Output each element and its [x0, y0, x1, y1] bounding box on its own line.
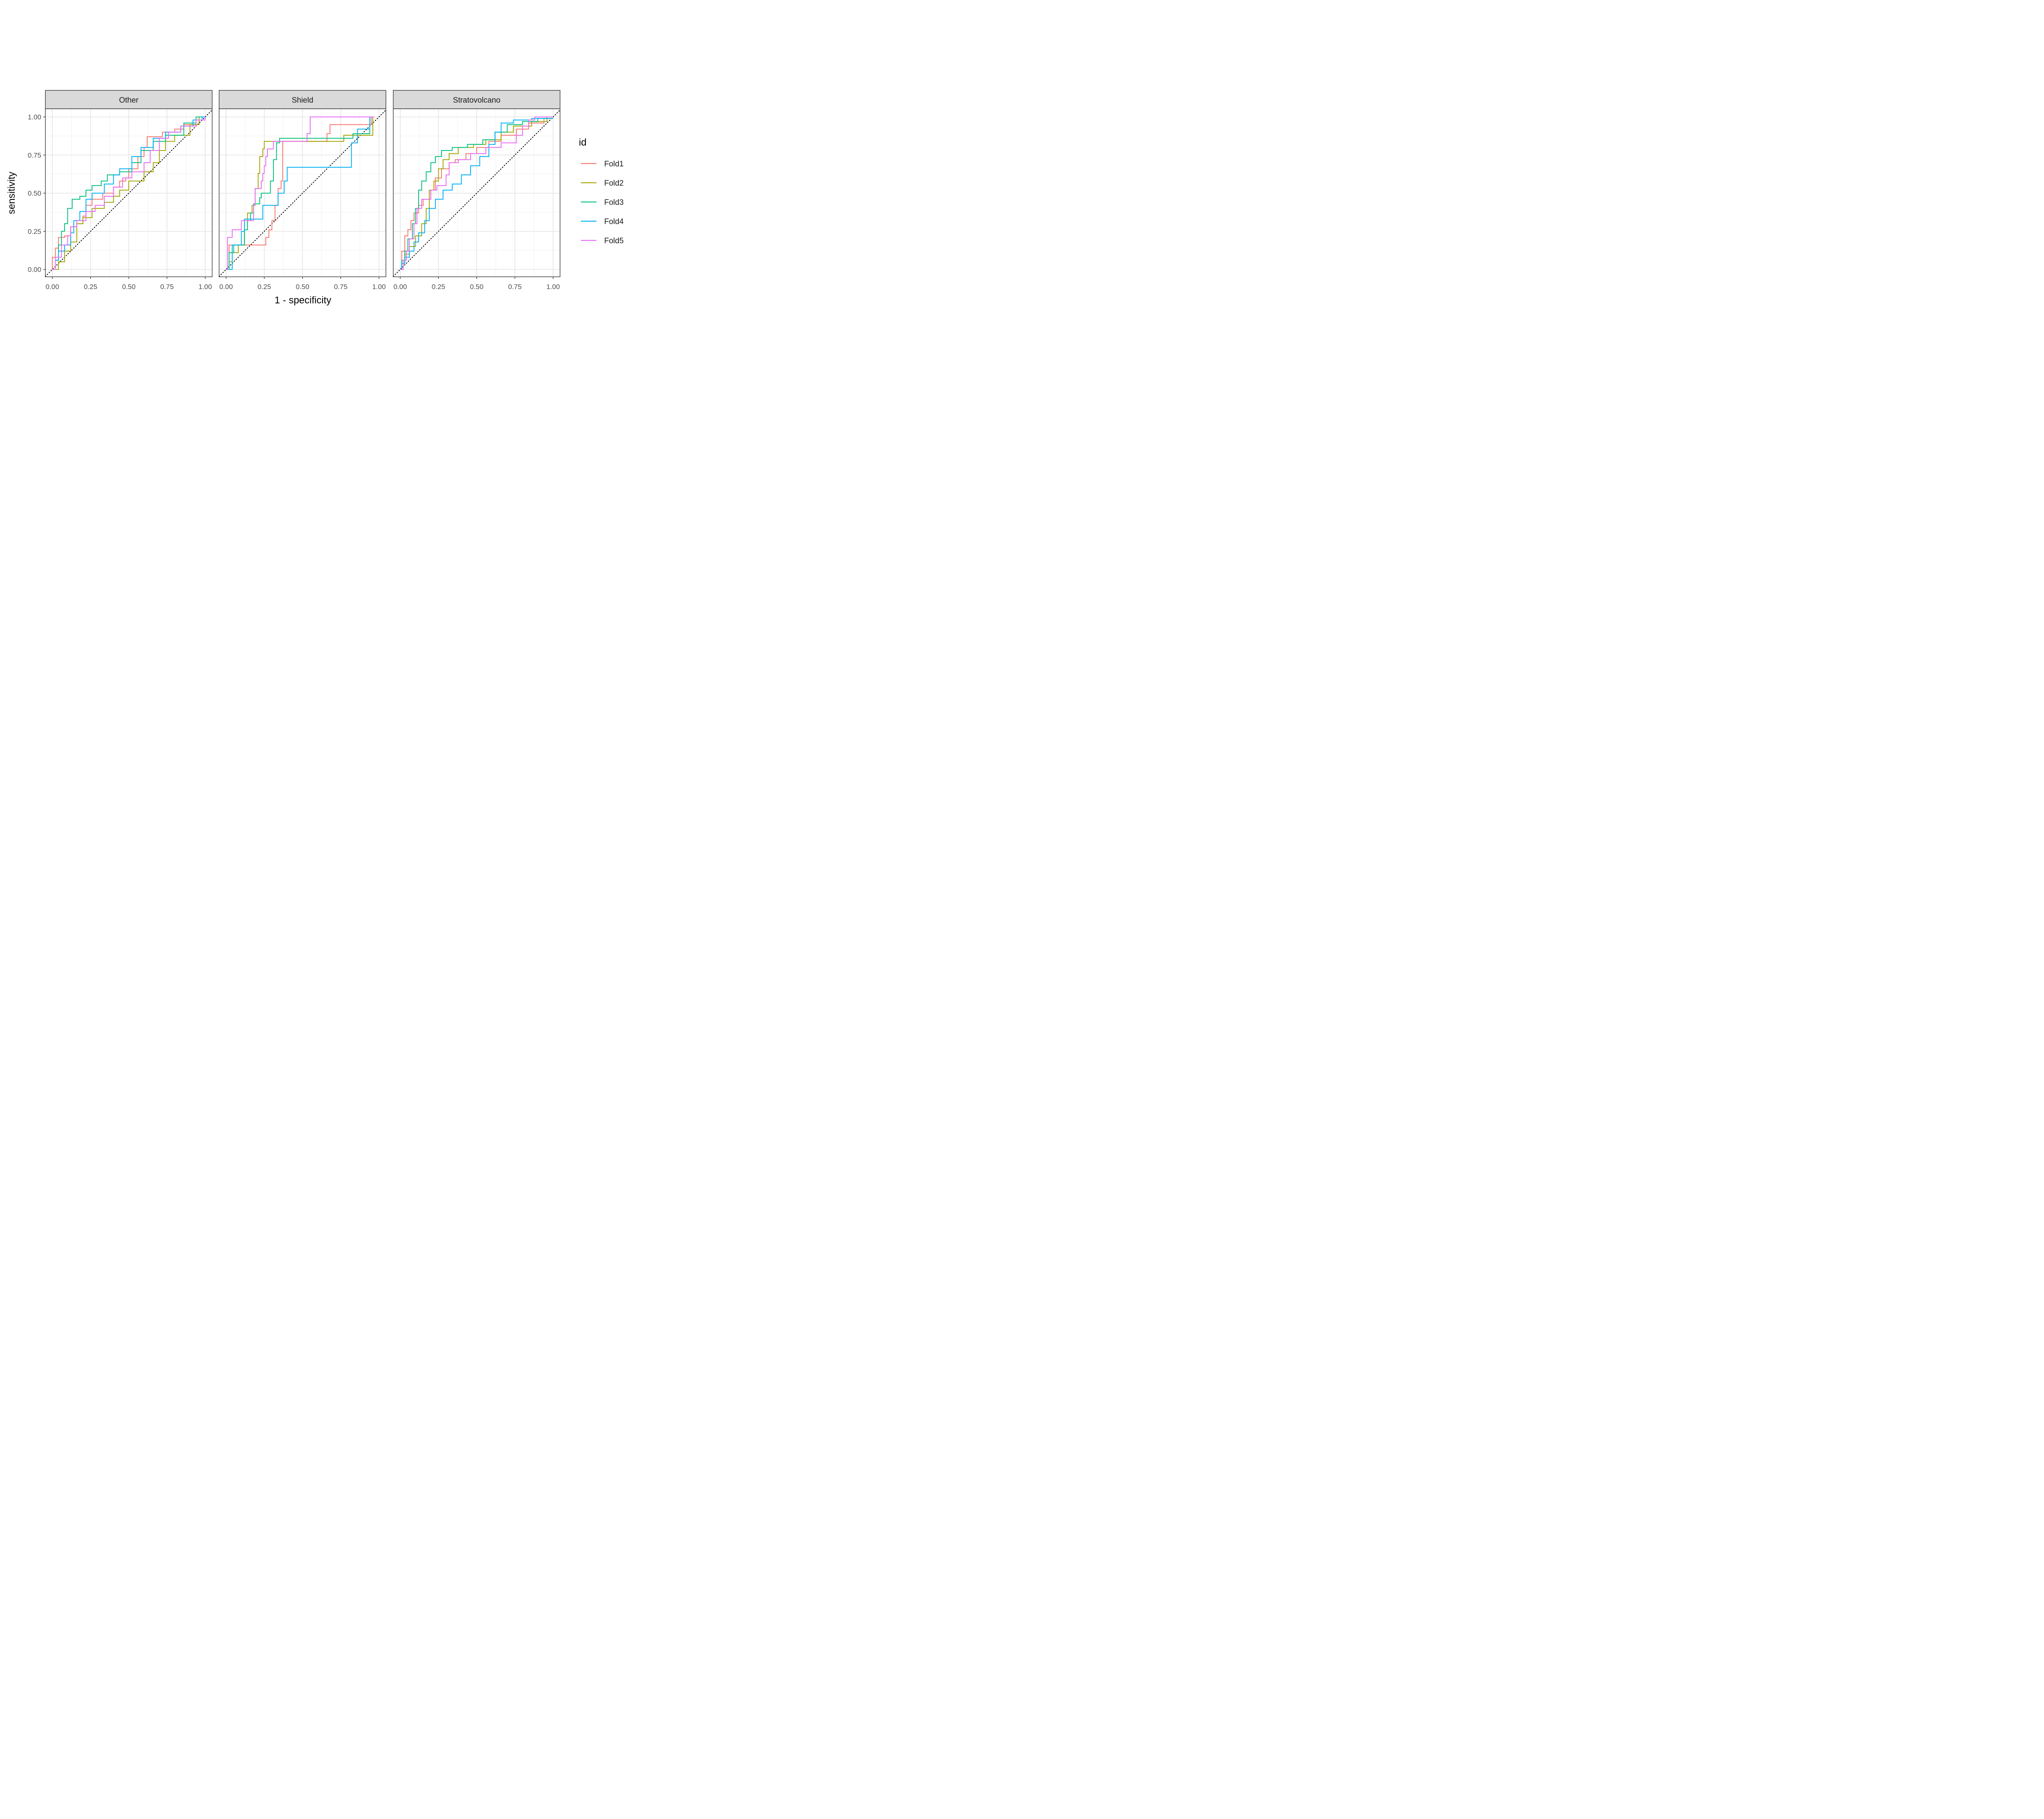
x-tick-label: 0.25 — [432, 283, 445, 291]
legend-label-fold4: Fold4 — [604, 218, 624, 226]
y-axis-title: sensitivity — [6, 172, 17, 214]
legend-label-fold5: Fold5 — [604, 237, 624, 245]
roc-line-fold1 — [400, 118, 553, 270]
strip-background — [393, 90, 560, 109]
x-tick-label: 0.50 — [470, 283, 483, 291]
strip-background — [219, 90, 386, 109]
legend-label-fold1: Fold1 — [604, 160, 624, 168]
x-tick-label: 0.50 — [296, 283, 309, 291]
legend-label-fold2: Fold2 — [604, 179, 624, 188]
roc-line-fold3 — [400, 118, 553, 270]
x-tick-label: 0.50 — [122, 283, 135, 291]
roc-line-fold5 — [52, 117, 206, 270]
x-tick-label: 1.00 — [372, 283, 385, 291]
roc-line-fold3 — [52, 117, 205, 270]
legend: id Fold1 Fold2 Fold3 Fold4 Fold5 — [579, 137, 624, 245]
x-tick-label: 0.00 — [219, 283, 233, 291]
reference-diagonal — [393, 110, 560, 277]
x-tick-label: 0.00 — [393, 283, 407, 291]
y-tick-label: 0.75 — [28, 151, 41, 159]
strip-label: Stratovolcano — [453, 96, 500, 105]
y-tick-label: 1.00 — [28, 113, 41, 121]
x-tick-label: 0.75 — [508, 283, 522, 291]
y-tick-label: 0.25 — [28, 228, 41, 236]
x-tick-label: 1.00 — [198, 283, 212, 291]
strip-label: Shield — [292, 96, 314, 105]
x-tick-label: 1.00 — [546, 283, 560, 291]
y-tick-label: 0.00 — [28, 266, 41, 274]
roc-line-fold3 — [226, 117, 373, 270]
facet-panel-stratovolcano: Stratovolcano 0.00 0.25 0.50 0.75 1.00 — [393, 90, 560, 291]
roc-line-fold4 — [226, 117, 373, 270]
x-tick-label: 0.75 — [160, 283, 174, 291]
y-tick-label: 0.50 — [28, 190, 41, 197]
roc-line-fold2 — [400, 117, 553, 270]
roc-line-fold5 — [226, 117, 374, 270]
x-tick-label: 0.75 — [334, 283, 347, 291]
reference-diagonal — [219, 110, 386, 277]
roc-line-fold5 — [400, 117, 553, 270]
legend-title: id — [579, 137, 587, 148]
reference-diagonal — [45, 110, 213, 277]
roc-facet-chart: Other 0.00 0.25 0.50 0.75 1.00 0.00 0.25 0.50 0.7… — [6, 90, 624, 306]
strip-label: Other — [119, 96, 139, 105]
x-axis-title: 1 - specificity — [275, 295, 332, 306]
facet-panel-other: Other 0.00 0.25 0.50 0.75 1.00 0.00 0.25 0.50 0.7… — [28, 90, 213, 291]
x-tick-label: 0.25 — [84, 283, 97, 291]
strip-background — [45, 90, 213, 109]
roc-line-fold4 — [400, 118, 553, 270]
x-tick-label: 0.00 — [45, 283, 59, 291]
x-tick-label: 0.25 — [258, 283, 271, 291]
facet-panel-shield: Shield 0.00 0.25 0.50 0.75 1.00 — [219, 90, 386, 291]
facet-panels: Other 0.00 0.25 0.50 0.75 1.00 0.00 0.25 0.50 0.7… — [28, 90, 560, 291]
legend-label-fold3: Fold3 — [604, 198, 624, 207]
